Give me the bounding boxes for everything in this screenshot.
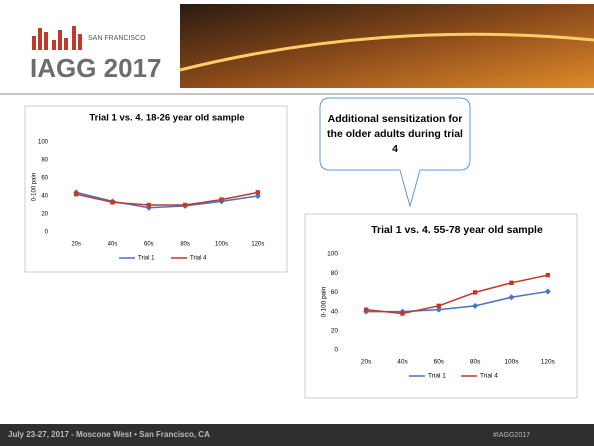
legend-label: Trial 1 bbox=[428, 373, 446, 380]
marker bbox=[219, 197, 224, 202]
y-tick-label: 100 bbox=[327, 251, 338, 258]
logo-city: SAN FRANCISCO bbox=[88, 35, 146, 42]
y-tick-label: 100 bbox=[38, 140, 49, 146]
y-axis-label: 0-100 pain bbox=[32, 173, 38, 201]
y-tick-label: 0 bbox=[45, 230, 49, 236]
x-tick-label: 40s bbox=[397, 359, 408, 366]
footer-left: July 23-27, 2017 - Moscone West • San Fr… bbox=[8, 430, 210, 439]
header-image bbox=[180, 4, 594, 88]
legend-label: Trial 4 bbox=[190, 256, 207, 262]
marker bbox=[255, 190, 261, 195]
y-tick-label: 40 bbox=[331, 308, 339, 315]
series-line bbox=[366, 274, 548, 315]
x-tick-label: 120s bbox=[541, 359, 556, 366]
footer bbox=[0, 424, 594, 446]
marker bbox=[435, 306, 442, 313]
marker bbox=[436, 303, 442, 309]
x-tick-label: 100s bbox=[215, 242, 228, 248]
callout-text: Additional sensitization for the older a… bbox=[327, 113, 463, 155]
marker bbox=[400, 311, 405, 316]
chart-title: Trial 1 vs. 4. 55-78 year old sample bbox=[371, 224, 543, 236]
y-tick-label: 40 bbox=[41, 194, 48, 200]
marker bbox=[146, 202, 152, 208]
callout-box: Additional sensitization for the older a… bbox=[327, 113, 463, 155]
bridge bbox=[179, 32, 594, 72]
marker bbox=[73, 192, 79, 197]
marker bbox=[110, 200, 115, 205]
series-line bbox=[76, 191, 258, 206]
series-line bbox=[75, 191, 258, 209]
chart-title: Trial 1 vs. 4. 18-26 year old sample bbox=[89, 113, 244, 124]
x-tick-label: 60s bbox=[434, 359, 445, 366]
y-tick-label: 60 bbox=[41, 176, 48, 182]
callout-shape bbox=[319, 97, 471, 208]
marker bbox=[182, 202, 188, 208]
marker bbox=[509, 280, 514, 285]
x-tick-label: 40s bbox=[108, 242, 118, 248]
x-tick-label: 80s bbox=[180, 242, 190, 248]
x-tick-label: 120s bbox=[251, 242, 264, 248]
marker bbox=[508, 294, 515, 301]
logo-name: IAGG 2017 bbox=[30, 53, 162, 83]
x-tick-label: 20s bbox=[71, 242, 81, 248]
marker bbox=[472, 290, 478, 295]
marker bbox=[363, 307, 369, 312]
y-tick-label: 80 bbox=[41, 158, 48, 164]
footer-right: #IAGG2017 bbox=[493, 432, 530, 439]
logo-bars bbox=[32, 26, 82, 50]
x-tick-label: 20s bbox=[361, 359, 372, 366]
y-tick-label: 20 bbox=[331, 328, 339, 335]
marker bbox=[472, 302, 479, 309]
legend-label: Trial 4 bbox=[480, 373, 498, 380]
y-tick-label: 80 bbox=[331, 270, 339, 277]
x-tick-label: 60s bbox=[144, 242, 154, 248]
marker bbox=[545, 272, 551, 278]
marker bbox=[544, 288, 551, 295]
legend-label: Trial 1 bbox=[138, 256, 155, 262]
y-tick-label: 0 bbox=[334, 347, 338, 354]
chart-box bbox=[24, 105, 288, 273]
series-line bbox=[366, 290, 548, 313]
y-tick-label: 60 bbox=[331, 289, 339, 296]
x-tick-label: 100s bbox=[504, 359, 519, 366]
x-tick-label: 80s bbox=[470, 359, 481, 366]
y-tick-label: 20 bbox=[41, 212, 48, 218]
y-axis-label: 0-100 pain bbox=[321, 286, 328, 317]
